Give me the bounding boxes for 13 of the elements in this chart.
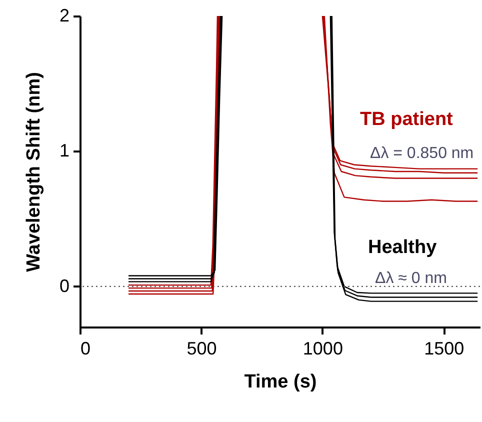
y-tick-label: 0 [59, 276, 70, 296]
y-axis-title: Wavelength Shift (nm) [23, 72, 44, 272]
x-tick-label: 500 [186, 338, 217, 358]
annotation: Δλ = 0.850 nm [370, 145, 474, 162]
series-label: Healthy [368, 237, 438, 258]
series-label: TB patient [360, 109, 454, 130]
y-tick-label: 2 [59, 6, 70, 26]
x-axis-title: Time (s) [244, 372, 317, 392]
y-tick-label: 1 [59, 140, 70, 161]
x-tick-label: 1000 [302, 338, 343, 358]
annotation: Δλ ≈ 0 nm [375, 270, 447, 287]
x-tick-label: 1500 [424, 338, 464, 358]
x-tick-label: 0 [80, 338, 91, 358]
